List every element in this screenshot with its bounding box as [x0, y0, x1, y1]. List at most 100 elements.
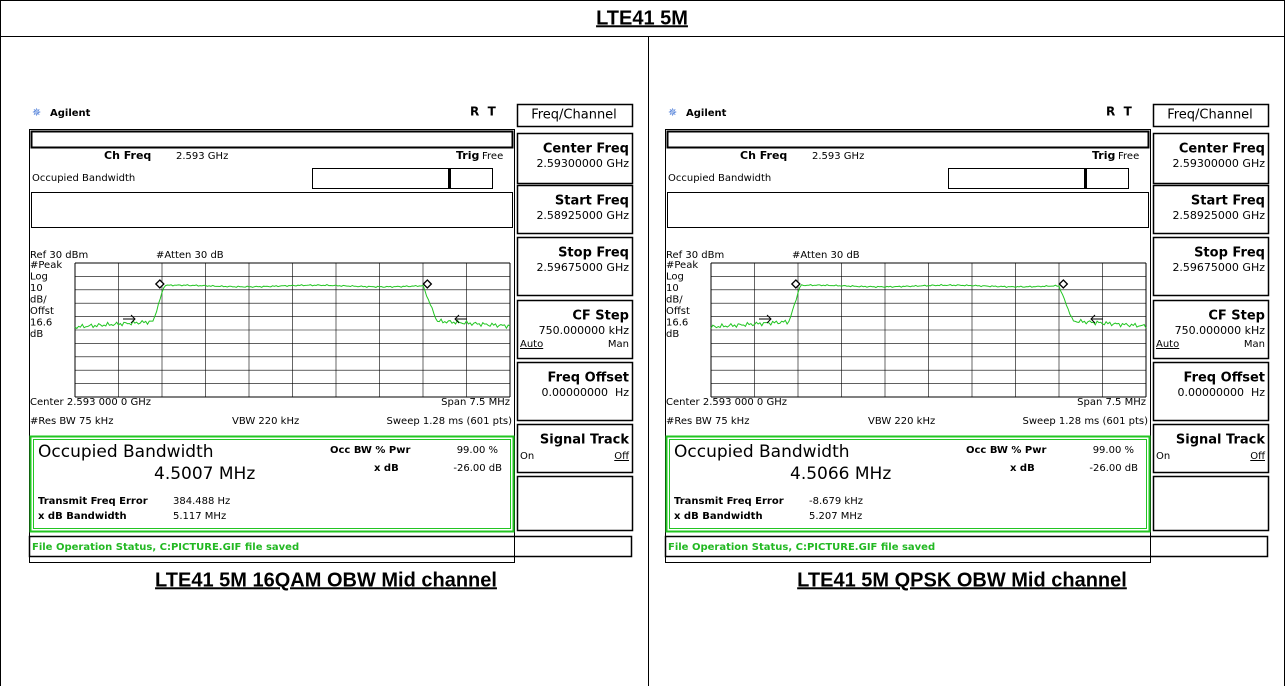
arrow-right [123, 314, 136, 324]
xdb-label: x dB [1010, 463, 1035, 474]
softkey-label: Center Freq [1179, 142, 1265, 157]
trig-label: Trig [456, 149, 479, 162]
softkey-label: Start Freq [555, 194, 629, 209]
ch-freq-label: Ch Freq [104, 149, 151, 162]
progress-marker [448, 169, 451, 188]
softkey-value: 750.000000 kHz [1175, 324, 1266, 337]
softkey-value: 2.59300000 GHz [1172, 157, 1265, 170]
softkey-label: Signal Track [1176, 433, 1265, 448]
status-rt: R T [470, 105, 497, 119]
progress-box [948, 168, 1129, 189]
message-box [667, 192, 1149, 228]
occ-label: Occ BW % Pwr [966, 445, 1046, 456]
span: Span 7.5 MHz [441, 397, 510, 408]
softkey-label: Signal Track [540, 433, 629, 448]
softkey[interactable] [1152, 361, 1270, 422]
scale-label: 16.6 [666, 318, 688, 329]
softkey[interactable] [516, 299, 634, 360]
occ-value: 99.00 % [457, 445, 498, 456]
softkey-option: Auto [520, 339, 543, 350]
softkey-value: 750.000000 kHz [539, 324, 630, 337]
softkey[interactable] [1152, 132, 1270, 185]
vbw: VBW 220 kHz [232, 416, 299, 427]
ref-level: Ref 30 dBm [30, 250, 88, 261]
caption: LTE41 5M QPSK OBW Mid channel [797, 569, 1127, 591]
ch-freq-label: Ch Freq [740, 149, 787, 162]
softkey[interactable] [516, 236, 634, 297]
menu-title: Freq/Channel [531, 108, 617, 123]
tfe-label: Transmit Freq Error [38, 496, 148, 507]
softkey-option: Auto [1156, 339, 1179, 350]
status-bar [664, 535, 1269, 558]
tfe-value: -8.679 kHz [809, 496, 863, 507]
softkey-value: 0.00000000 Hz [1177, 386, 1265, 399]
scale-label: 10 [30, 283, 43, 294]
menu-title: Freq/Channel [1167, 108, 1253, 123]
softkey-label: CF Step [1208, 309, 1265, 324]
scale-label: dB [30, 329, 43, 340]
softkey-label: Center Freq [543, 142, 629, 157]
file-status: File Operation Status, C:PICTURE.GIF fil… [668, 542, 935, 553]
sweep: Sweep 1.28 ms (601 pts) [1023, 416, 1149, 427]
status-bar [28, 535, 633, 558]
softkey[interactable] [516, 423, 634, 474]
softkey-label: Stop Freq [558, 246, 629, 261]
marker-diamond [422, 279, 433, 289]
header-title: LTE41 5M [596, 7, 688, 29]
softkey-label: Stop Freq [1194, 246, 1265, 261]
xbw-label: x dB Bandwidth [674, 511, 763, 522]
trig: Free [482, 151, 503, 162]
trig: Free [1118, 151, 1139, 162]
marker-diamond [154, 279, 165, 289]
occ-label: Occ BW % Pwr [330, 445, 410, 456]
scale-label: #Peak [666, 260, 698, 271]
softkey-value: 2.59675000 GHz [536, 261, 629, 274]
softkey[interactable] [516, 361, 634, 422]
atten: #Atten 30 dB [792, 250, 860, 261]
top-bar-box [30, 130, 514, 149]
status-rt: R T [1106, 105, 1133, 119]
menu-title-box [1152, 103, 1270, 128]
xbw-value: 5.207 MHz [809, 511, 862, 522]
file-status: File Operation Status, C:PICTURE.GIF fil… [32, 542, 299, 553]
tfe-value: 384.488 Hz [173, 496, 230, 507]
softkey[interactable] [1152, 184, 1270, 235]
arrow-left [454, 314, 467, 324]
xbw-label: x dB Bandwidth [38, 511, 127, 522]
softkey[interactable] [516, 184, 634, 235]
softkey-label: Start Freq [1191, 194, 1265, 209]
trace [74, 284, 511, 330]
result-value: 4.5007 MHz [154, 464, 255, 484]
top-bar-box [666, 130, 1150, 149]
sweep: Sweep 1.28 ms (601 pts) [387, 416, 513, 427]
atten: #Atten 30 dB [156, 250, 224, 261]
message-box [31, 192, 513, 228]
scale-label: dB/ [30, 295, 47, 306]
trig-label: Trig [1092, 149, 1115, 162]
softkey-value: 2.59675000 GHz [1172, 261, 1265, 274]
softkey[interactable] [1152, 299, 1270, 360]
caption: LTE41 5M 16QAM OBW Mid channel [155, 569, 497, 591]
ch-freq: 2.593 GHz [176, 151, 228, 162]
softkey[interactable] [516, 132, 634, 185]
softkey[interactable] [1152, 236, 1270, 297]
result-title: Occupied Bandwidth [38, 442, 214, 462]
marker-diamond [1058, 279, 1069, 289]
scale-label: Offst [666, 306, 690, 317]
logo-star: ✵ [668, 106, 677, 119]
softkey-value: 2.58925000 GHz [1172, 209, 1265, 222]
xdb-value: -26.00 dB [1089, 463, 1138, 474]
trace [710, 283, 1147, 329]
occ-value: 99.00 % [1093, 445, 1134, 456]
scale-label: dB [666, 329, 679, 340]
softkey-label: Freq Offset [548, 371, 629, 386]
result-title: Occupied Bandwidth [674, 442, 850, 462]
softkey[interactable] [516, 475, 634, 532]
result-inner [669, 439, 1147, 529]
result-value: 4.5066 MHz [790, 464, 891, 484]
ref-level: Ref 30 dBm [666, 250, 724, 261]
arrow-right [759, 314, 772, 324]
softkey[interactable] [1152, 475, 1270, 532]
progress-box [312, 168, 493, 189]
softkey[interactable] [1152, 423, 1270, 474]
